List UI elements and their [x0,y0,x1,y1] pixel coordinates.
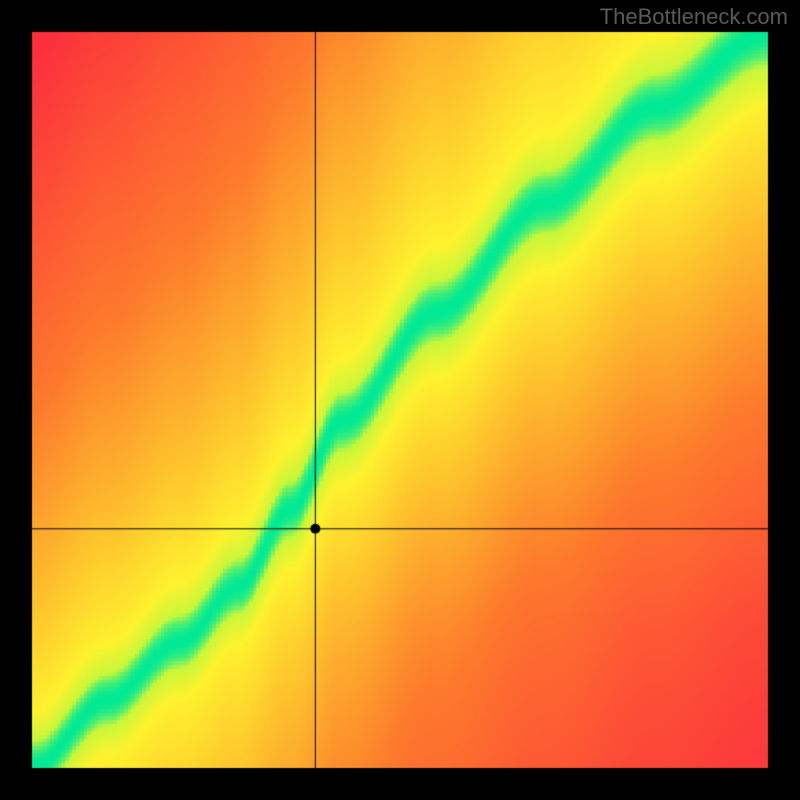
watermark-text: TheBottleneck.com [600,4,788,30]
heatmap-canvas [0,0,800,800]
chart-container: TheBottleneck.com [0,0,800,800]
